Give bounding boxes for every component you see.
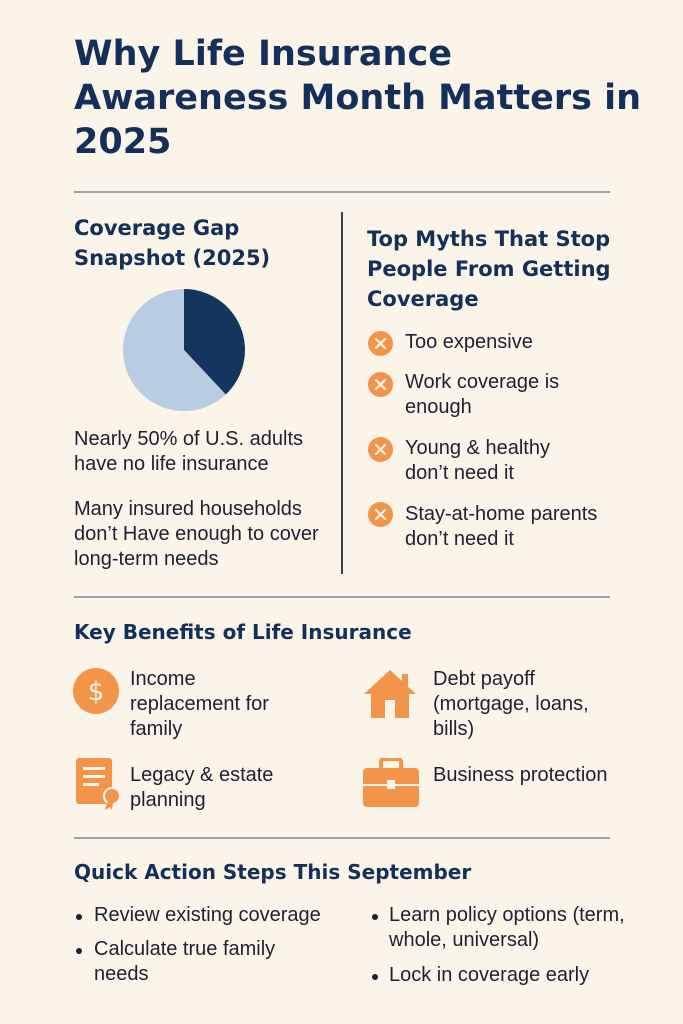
bullet-icon [76,948,82,954]
divider-bottom [74,837,610,839]
myth-text: Too expensive [405,331,533,353]
divider-top [74,191,610,193]
x-circle-icon [368,437,393,462]
coverage-pie-chart [122,289,245,411]
x-circle-icon [368,331,393,356]
step-item: Lock in coverage early [389,964,590,986]
benefit-business-protection: Business protection [433,764,608,786]
x-circle-icon [368,502,393,527]
coverage-heading: Coverage Gap Snapshot (2025) [74,216,271,270]
certificate-icon [76,758,121,810]
page-title: Why Life Insurance Awareness Month Matte… [74,34,642,162]
step-item: Calculate true family needs [94,938,276,985]
bullet-icon [76,914,82,920]
bullet-icon [372,914,378,920]
briefcase-icon [363,758,419,807]
benefits-heading: Key Benefits of Life Insurance [74,620,412,644]
coverage-stat-underinsured: Many insured households don’t Have enoug… [74,498,319,570]
svg-text:$: $ [88,677,105,707]
x-circle-icon [368,372,393,397]
divider-middle [74,596,610,598]
house-icon [364,670,416,718]
myth-text: Stay-at-home parents don’t need it [405,503,598,550]
bullet-icon [372,974,378,980]
myth-text: Young & healthy don’t need it [405,437,550,484]
step-item: Learn policy options (term, whole, unive… [389,904,625,951]
myth-text: Work coverage is enough [405,371,560,418]
benefit-debt-payoff: Debt payoff (mortgage, loans, bills) [433,668,589,740]
benefit-legacy-planning: Legacy & estate planning [130,764,274,811]
myths-heading: Top Myths That Stop People From Getting … [367,227,611,311]
benefit-income-replacement: Income replacement for family [130,668,269,740]
pie-slice-0 [184,289,245,395]
coverage-stat-uninsured: Nearly 50% of U.S. adults have no life i… [74,428,303,475]
step-item: Review existing coverage [94,904,321,926]
dollar-coin-icon: $ [73,668,119,714]
section-vertical-divider [341,212,343,574]
pie-slice-1 [122,289,226,411]
steps-heading: Quick Action Steps This September [74,860,472,884]
